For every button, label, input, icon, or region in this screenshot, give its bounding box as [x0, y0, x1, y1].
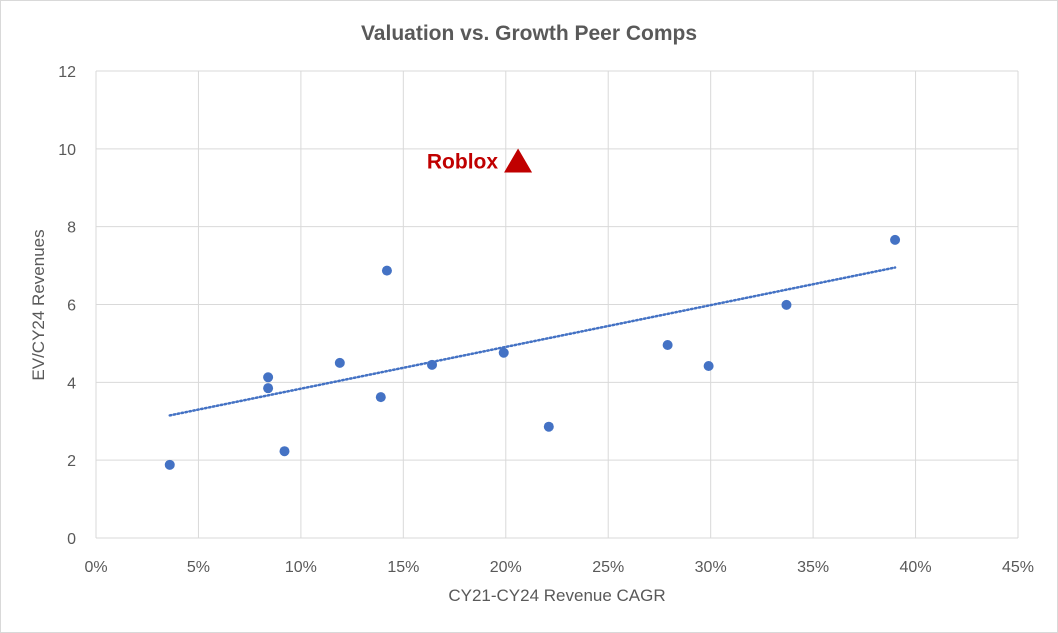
chart-title: Valuation vs. Growth Peer Comps	[361, 22, 697, 45]
data-point	[263, 372, 274, 383]
y-tick-label: 2	[67, 453, 76, 470]
data-point	[375, 392, 386, 403]
y-tick-label: 8	[67, 220, 76, 237]
gridlines	[95, 70, 1019, 539]
x-tick-label: 30%	[695, 559, 727, 576]
data-point	[498, 347, 509, 358]
data-points	[164, 234, 901, 470]
x-tick-label: 40%	[900, 559, 932, 576]
x-tick-label: 15%	[387, 559, 419, 576]
roblox-triangle-marker	[504, 148, 533, 173]
roblox-label: Roblox	[427, 151, 498, 174]
annotations: Roblox	[427, 148, 533, 174]
x-axis-label: CY21-CY24 Revenue CAGR	[448, 586, 665, 605]
x-tick-label: 5%	[187, 559, 210, 576]
x-tick-label: 20%	[490, 559, 522, 576]
x-tick-label: 35%	[797, 559, 829, 576]
data-point	[334, 357, 345, 368]
x-tick-label: 0%	[84, 559, 107, 576]
x-tick-label: 25%	[592, 559, 624, 576]
data-point	[703, 360, 714, 371]
y-tick-label: 4	[67, 375, 76, 392]
data-point	[279, 446, 290, 457]
data-point	[381, 265, 392, 276]
data-point	[427, 359, 438, 370]
y-tick-label: 12	[58, 64, 76, 81]
x-tick-label: 45%	[1002, 559, 1034, 576]
y-tick-label: 0	[67, 531, 76, 548]
trendline	[168, 266, 897, 417]
tick-labels: 0% 5% 10% 15% 20% 25% 30% 35% 40% 45% 0 2 4 6 8 10 12	[58, 64, 1034, 576]
x-tick-label: 10%	[285, 559, 317, 576]
data-point	[890, 234, 901, 245]
data-point	[662, 339, 673, 350]
data-point	[263, 383, 274, 394]
data-point	[543, 421, 554, 432]
trendline-layer	[168, 266, 897, 417]
data-point	[781, 299, 792, 310]
y-axis-label: EV/CY24 Revenues	[29, 229, 48, 380]
y-tick-label: 10	[58, 142, 76, 159]
data-point	[164, 459, 175, 470]
y-tick-label: 6	[67, 298, 76, 315]
